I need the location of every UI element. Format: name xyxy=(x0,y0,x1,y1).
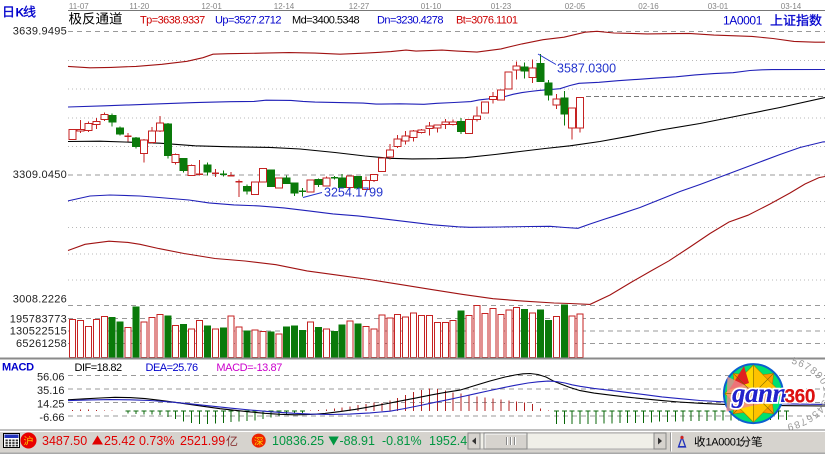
svg-text:gann: gann xyxy=(731,378,787,408)
svg-text:1952.4: 1952.4 xyxy=(429,434,467,448)
svg-text:gann: gann xyxy=(731,378,787,408)
svg-text:3639.9495: 3639.9495 xyxy=(13,25,67,37)
svg-text:3587.0300: 3587.0300 xyxy=(557,61,616,75)
svg-text:65261258: 65261258 xyxy=(16,338,67,350)
svg-text:MACD=-13.87: MACD=-13.87 xyxy=(216,362,282,374)
svg-text:-0.81%: -0.81% xyxy=(382,434,422,448)
svg-text:3487.50: 3487.50 xyxy=(42,434,87,448)
svg-text:02-05: 02-05 xyxy=(565,2,586,11)
svg-text:Dn=3230.4278: Dn=3230.4278 xyxy=(377,15,443,27)
svg-text:11-20: 11-20 xyxy=(129,2,149,11)
svg-text:DEA=25.76: DEA=25.76 xyxy=(146,362,198,374)
svg-text:Tp=3638.9337: Tp=3638.9337 xyxy=(140,15,205,27)
svg-text:195783773: 195783773 xyxy=(10,313,67,325)
svg-text:01-10: 01-10 xyxy=(421,2,442,11)
svg-text:14.25: 14.25 xyxy=(37,398,65,410)
svg-text:130522515: 130522515 xyxy=(10,325,67,337)
svg-text:3008.2226: 3008.2226 xyxy=(13,293,67,305)
svg-text:3309.0450: 3309.0450 xyxy=(13,169,67,181)
svg-text:3254.1799: 3254.1799 xyxy=(324,186,383,200)
svg-text:10836.25: 10836.25 xyxy=(272,434,324,448)
svg-text:0.73%: 0.73% xyxy=(139,434,174,448)
svg-text:1A0001: 1A0001 xyxy=(723,14,763,28)
svg-text:MACD: MACD xyxy=(2,362,34,374)
svg-text:02-16: 02-16 xyxy=(638,2,659,11)
svg-text:03-14: 03-14 xyxy=(781,2,802,11)
svg-text:-88.91: -88.91 xyxy=(340,434,375,448)
svg-text:360: 360 xyxy=(785,387,816,408)
svg-text:03-01: 03-01 xyxy=(708,2,729,11)
svg-text:360: 360 xyxy=(785,387,816,408)
svg-text:25.42: 25.42 xyxy=(104,434,135,448)
svg-text:Up=3527.2712: Up=3527.2712 xyxy=(215,15,281,27)
svg-text:-6.66: -6.66 xyxy=(39,412,64,424)
svg-text:Md=3400.5348: Md=3400.5348 xyxy=(292,15,360,27)
svg-text:K: K xyxy=(16,6,25,20)
svg-text:Bt=3076.1101: Bt=3076.1101 xyxy=(456,15,518,27)
svg-text:DIF=18.82: DIF=18.82 xyxy=(75,362,123,374)
svg-text:01-23: 01-23 xyxy=(491,2,512,11)
svg-text:12-01: 12-01 xyxy=(201,2,222,11)
svg-text:35.16: 35.16 xyxy=(37,385,65,397)
svg-text:11-07: 11-07 xyxy=(69,2,89,11)
svg-text:56.06: 56.06 xyxy=(37,371,65,383)
svg-text:2521.99: 2521.99 xyxy=(180,434,225,448)
svg-text:12-27: 12-27 xyxy=(349,2,370,11)
svg-text:1A0001: 1A0001 xyxy=(706,437,742,449)
svg-text:12-14: 12-14 xyxy=(274,2,295,11)
